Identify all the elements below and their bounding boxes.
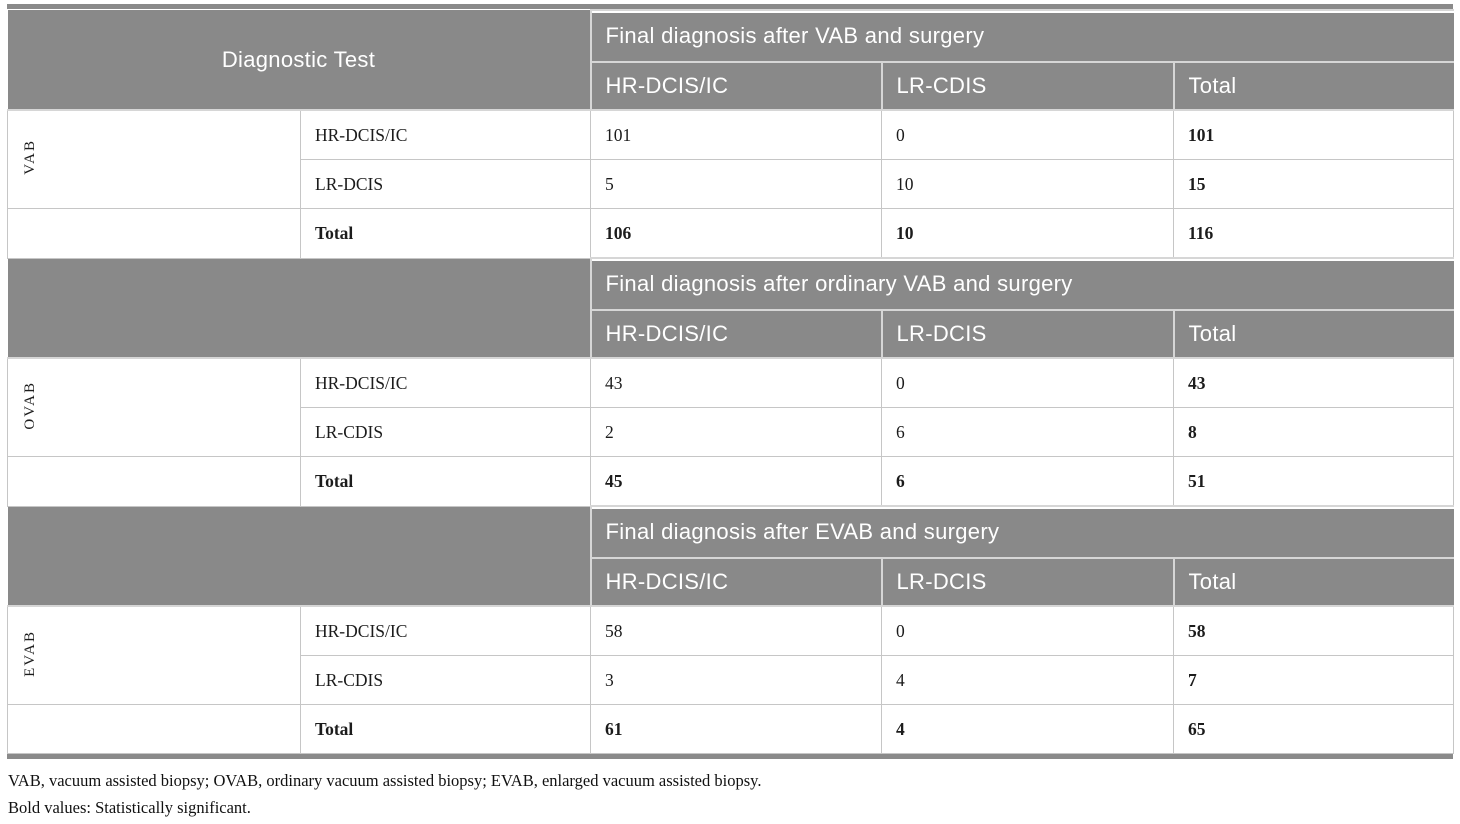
value-cell: 2 bbox=[590, 407, 882, 457]
col-header-total: Total bbox=[1172, 309, 1454, 359]
value-cell: 6 bbox=[881, 407, 1174, 457]
footnote-abbreviations: VAB, vacuum assisted biopsy; OVAB, ordin… bbox=[8, 771, 762, 790]
section-vab-title-row: Diagnostic Test Final diagnosis after VA… bbox=[7, 9, 1454, 111]
value-cell: 61 bbox=[590, 704, 882, 754]
col-header-hr-dcis-ic: HR-DCIS/IC bbox=[589, 309, 883, 359]
section-evab-subheader-row: HR-DCIS/IC LR-DCIS Total bbox=[8, 557, 1454, 607]
col-header-total: Total bbox=[1172, 61, 1454, 111]
total-row: Total 61 4 65 bbox=[7, 704, 1455, 754]
row-label-total: Total bbox=[300, 704, 591, 754]
empty-cell bbox=[7, 456, 301, 507]
total-cell: 116 bbox=[1172, 208, 1455, 259]
section-title-evab: Final diagnosis after EVAB and surgery bbox=[589, 505, 1454, 559]
total-cell: 65 bbox=[1172, 704, 1455, 754]
col-header-hr-dcis-ic: HR-DCIS/IC bbox=[589, 61, 883, 111]
row-label: HR-DCIS/IC bbox=[300, 605, 591, 656]
section-spacer-cell bbox=[7, 258, 592, 359]
section-ovab-title-row: Final diagnosis after ordinary VAB and s… bbox=[7, 257, 1454, 359]
total-cell: 101 bbox=[1172, 109, 1455, 160]
footnotes: VAB, vacuum assisted biopsy; OVAB, ordin… bbox=[7, 768, 1453, 821]
empty-cell bbox=[7, 704, 301, 754]
value-cell: 10 bbox=[881, 159, 1174, 209]
total-cell: 51 bbox=[1172, 456, 1455, 507]
empty-cell bbox=[7, 208, 301, 259]
col-header-lr-dcis: LR-DCIS bbox=[880, 309, 1175, 359]
col-header-hr-dcis-ic: HR-DCIS/IC bbox=[589, 557, 883, 607]
section-evab-title-row: Final diagnosis after EVAB and surgery bbox=[7, 505, 1454, 607]
value-cell: 106 bbox=[590, 208, 882, 259]
section-title-ovab: Final diagnosis after ordinary VAB and s… bbox=[589, 257, 1454, 311]
value-cell: 4 bbox=[881, 704, 1174, 754]
total-cell: 58 bbox=[1172, 605, 1455, 656]
value-cell: 0 bbox=[881, 605, 1174, 656]
total-cell: 8 bbox=[1172, 407, 1455, 457]
test-label-cell: EVAB bbox=[7, 605, 301, 705]
test-label-cell: VAB bbox=[7, 109, 301, 209]
table-row: LR-DCIS 5 10 15 bbox=[8, 159, 1455, 209]
section-spacer-cell bbox=[7, 506, 592, 607]
diagnostic-test-table: Diagnostic Test Final diagnosis after VA… bbox=[7, 9, 1455, 754]
row-label: HR-DCIS/IC bbox=[300, 357, 591, 408]
value-cell: 10 bbox=[881, 208, 1174, 259]
row-label: LR-CDIS bbox=[300, 407, 591, 457]
total-cell: 7 bbox=[1172, 655, 1455, 705]
total-cell: 43 bbox=[1172, 357, 1455, 408]
value-cell: 0 bbox=[881, 109, 1174, 160]
table-row: LR-CDIS 2 6 8 bbox=[8, 407, 1455, 457]
section-vab-subheader-row: HR-DCIS/IC LR-CDIS Total bbox=[8, 61, 1454, 111]
value-cell: 3 bbox=[590, 655, 882, 705]
corner-header-cell: Diagnostic Test bbox=[7, 10, 592, 111]
table-row: LR-CDIS 3 4 7 bbox=[8, 655, 1455, 705]
section-title-vab: Final diagnosis after VAB and surgery bbox=[589, 9, 1454, 63]
row-label-total: Total bbox=[300, 456, 591, 507]
value-cell: 5 bbox=[590, 159, 882, 209]
total-row: Total 45 6 51 bbox=[7, 456, 1455, 507]
total-cell: 15 bbox=[1172, 159, 1455, 209]
col-header-lr-dcis: LR-DCIS bbox=[880, 557, 1175, 607]
value-cell: 4 bbox=[881, 655, 1174, 705]
table-figure: Diagnostic Test Final diagnosis after VA… bbox=[7, 4, 1455, 821]
col-header-lr-cdis: LR-CDIS bbox=[880, 61, 1175, 111]
table-row: EVAB HR-DCIS/IC 58 0 58 bbox=[7, 605, 1455, 705]
value-cell: 45 bbox=[590, 456, 882, 507]
row-label: LR-CDIS bbox=[300, 655, 591, 705]
value-cell: 6 bbox=[881, 456, 1174, 507]
table-frame: Diagnostic Test Final diagnosis after VA… bbox=[7, 4, 1455, 759]
row-label: HR-DCIS/IC bbox=[300, 109, 591, 160]
row-label-total: Total bbox=[300, 208, 591, 259]
row-label: LR-DCIS bbox=[300, 159, 591, 209]
section-ovab-subheader-row: HR-DCIS/IC LR-DCIS Total bbox=[8, 309, 1454, 359]
test-label-cell: OVAB bbox=[7, 357, 301, 457]
value-cell: 101 bbox=[590, 109, 882, 160]
test-label-vab: VAB bbox=[22, 139, 38, 175]
value-cell: 58 bbox=[590, 605, 882, 656]
test-label-evab: EVAB bbox=[22, 629, 38, 677]
table-row: OVAB HR-DCIS/IC 43 0 43 bbox=[7, 357, 1455, 457]
total-row: Total 106 10 116 bbox=[7, 208, 1455, 259]
value-cell: 0 bbox=[881, 357, 1174, 408]
test-label-ovab: OVAB bbox=[22, 380, 38, 430]
footnote-bold-values: Bold values: Statistically significant. bbox=[8, 797, 251, 817]
col-header-total: Total bbox=[1172, 557, 1454, 607]
table-row: VAB HR-DCIS/IC 101 0 101 bbox=[7, 109, 1455, 209]
value-cell: 43 bbox=[590, 357, 882, 408]
